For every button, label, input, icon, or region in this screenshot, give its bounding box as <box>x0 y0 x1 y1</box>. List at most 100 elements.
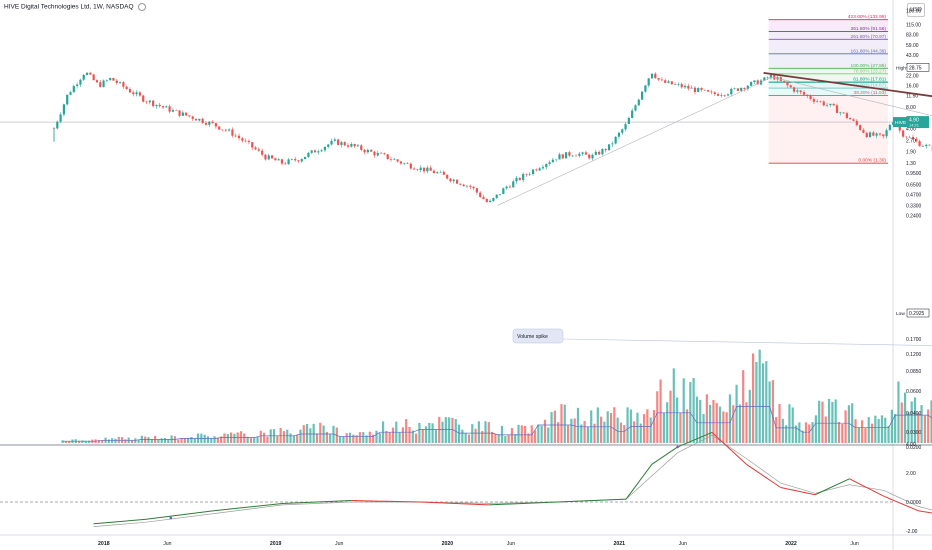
candle-body <box>845 113 849 119</box>
volume-bar <box>249 437 253 443</box>
candle-body <box>152 100 155 107</box>
oscillator-segment <box>711 432 747 465</box>
volume-bar <box>372 434 375 443</box>
volume-bar <box>547 427 550 443</box>
candle-body <box>274 158 277 161</box>
volume-bar <box>847 405 851 443</box>
oscillator-segment <box>677 431 713 448</box>
y-tick-label: 43.00 <box>906 53 919 59</box>
volume-bar <box>428 422 431 443</box>
volume-bar <box>325 431 328 443</box>
candle-body <box>208 121 211 125</box>
oscillator-segment <box>351 500 420 503</box>
volume-bar <box>550 412 553 443</box>
volume-bar <box>358 432 362 443</box>
candle-body <box>327 144 330 147</box>
volume-bar <box>758 349 761 443</box>
candle-body <box>498 193 502 195</box>
volume-bar <box>841 423 844 443</box>
candle-body <box>683 85 687 88</box>
candle-body <box>267 155 270 160</box>
signal-line <box>93 434 932 527</box>
volume-bar <box>421 429 424 443</box>
candle-body <box>868 132 872 138</box>
volume-bar <box>672 368 675 443</box>
volume-bar <box>487 422 490 443</box>
y-tick-label: 22.00 <box>906 74 919 80</box>
last-price-time: 14:21 <box>909 123 920 128</box>
candle-body <box>875 133 878 136</box>
volume-bar <box>497 434 500 443</box>
candle-body <box>158 104 161 107</box>
candle-body <box>261 150 264 155</box>
candle-body <box>660 79 664 81</box>
volume-bar <box>345 433 348 443</box>
candle-body <box>432 170 436 174</box>
volume-bar <box>864 428 867 443</box>
oscillator-segment <box>213 502 283 512</box>
volume-bar <box>593 423 596 443</box>
x-tick-label: Jun <box>335 541 343 547</box>
candle-body <box>713 92 716 95</box>
y-tick-label: 0.0600 <box>906 389 922 395</box>
volume-bar <box>391 427 395 443</box>
volume-bar <box>78 440 81 443</box>
y-tick-label: 0.0850 <box>906 369 922 375</box>
candle-body <box>323 146 327 151</box>
candle-body <box>799 90 802 93</box>
last-price-tag <box>907 116 929 129</box>
volume-bar <box>596 407 599 443</box>
volume-bar <box>259 430 262 443</box>
volume-bar <box>636 412 639 443</box>
osc-tick-label: 2.00 <box>906 471 916 477</box>
symbol-tag-label: HIVE <box>895 120 906 126</box>
volume-bar <box>633 421 636 443</box>
y-tick-label: 4.00 <box>906 126 916 132</box>
candle-body <box>386 154 389 160</box>
volume-bar <box>461 429 464 443</box>
candle-body <box>178 110 181 116</box>
currency-button[interactable]: USD <box>907 3 925 17</box>
candle-body <box>558 154 561 160</box>
volume-bar <box>811 422 814 443</box>
volume-bar <box>220 436 223 443</box>
candle-body <box>571 155 574 157</box>
candle-body <box>756 80 759 85</box>
candle-body <box>102 80 105 87</box>
candle-body <box>581 152 584 154</box>
candle-body <box>584 152 588 155</box>
candle-body <box>657 78 660 80</box>
y-tick-label: 115.00 <box>906 22 921 28</box>
volume-bar <box>97 440 101 443</box>
volume-bar <box>385 430 388 443</box>
volume-bar <box>527 433 530 443</box>
volume-bar <box>137 439 140 443</box>
candle-body <box>716 94 720 96</box>
candle-body <box>482 196 485 200</box>
candle-body <box>763 77 766 81</box>
candle-body <box>218 126 221 130</box>
price-axis: 180.00115.0083.0059.0043.0030.0022.0016.… <box>893 8 930 535</box>
candle-body <box>502 188 505 194</box>
volume-bar <box>339 436 342 443</box>
candle-body <box>753 80 756 82</box>
candle-body <box>337 139 340 146</box>
candle-body <box>816 101 819 102</box>
volume-bar <box>81 440 84 443</box>
candle-body <box>297 160 300 162</box>
chart-overlays: Volume spike <box>497 71 932 346</box>
candle-body <box>99 82 102 87</box>
volume-bar <box>649 417 652 443</box>
y-tick-label: 0.0300 <box>906 430 922 436</box>
candle-body <box>693 87 697 92</box>
candle-body <box>531 169 535 175</box>
candle-body <box>809 95 812 100</box>
candle-body <box>862 129 865 133</box>
candle-body <box>92 74 95 81</box>
candle-body <box>343 142 346 146</box>
candle-body <box>750 81 753 86</box>
volume-bar <box>494 433 497 443</box>
candle-body <box>244 140 247 142</box>
candle-body <box>898 126 901 131</box>
